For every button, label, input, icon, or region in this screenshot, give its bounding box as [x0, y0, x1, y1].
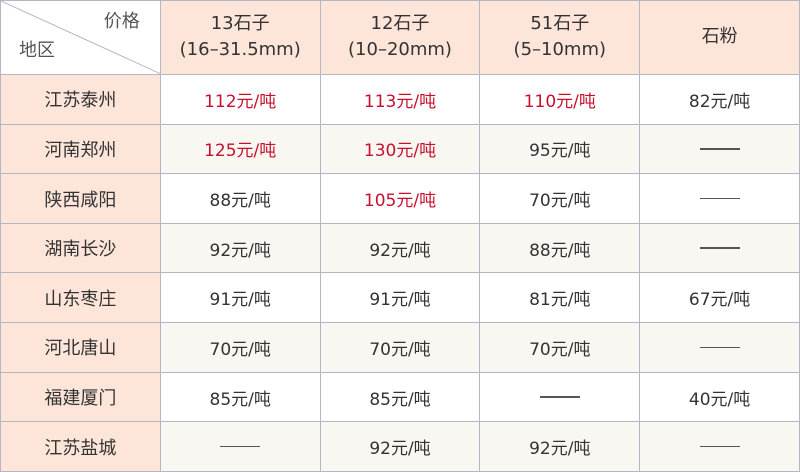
price-cell: 82元/吨 — [639, 73, 800, 125]
region-label: 地区 — [19, 39, 55, 61]
price-cell: 112元/吨 — [159, 73, 321, 125]
table-row: 山东枣庄 91元/吨 91元/吨 81元/吨 67元/吨 — [0, 272, 800, 324]
region-cell: 湖南长沙 — [0, 222, 161, 274]
price-cell: 91元/吨 — [319, 272, 481, 324]
price-cell: 91元/吨 — [159, 272, 321, 324]
column-title: 石粉 — [701, 26, 738, 48]
price-cell: —— — [639, 173, 800, 224]
price-cell: 85元/吨 — [319, 371, 481, 423]
price-cell: 105元/吨 — [319, 173, 481, 224]
price-cell: 70元/吨 — [479, 173, 641, 224]
no-data-dash: —— — [699, 445, 740, 448]
no-data-dash: —— — [699, 346, 740, 349]
price-cell: 40元/吨 — [639, 371, 800, 423]
no-data-dash: —— — [699, 247, 740, 249]
corner-header: 价格 地区 — [0, 0, 161, 75]
price-cell: 81元/吨 — [479, 272, 641, 324]
region-cell: 福建厦门 — [0, 371, 161, 423]
price-cell: —— — [639, 222, 800, 274]
column-title: 12石子 — [370, 13, 430, 35]
price-cell: 88元/吨 — [479, 222, 641, 274]
column-size: (10–20mm) — [348, 39, 452, 61]
price-cell: 92元/吨 — [319, 421, 481, 472]
price-cell: 92元/吨 — [479, 421, 641, 472]
price-cell: 70元/吨 — [319, 322, 481, 373]
price-cell: —— — [639, 322, 800, 373]
table-row: 江苏泰州 112元/吨 113元/吨 110元/吨 82元/吨 — [0, 73, 800, 125]
header-row: 价格 地区 13石子 (16–31.5mm) 12石子 (10–20mm) 51石子… — [0, 0, 800, 75]
region-cell: 山东枣庄 — [0, 272, 161, 324]
price-cell: 88元/吨 — [159, 173, 321, 224]
column-title: 13石子 — [210, 13, 270, 35]
price-cell: 113元/吨 — [319, 73, 481, 125]
column-header: 51石子 (5–10mm) — [479, 0, 641, 75]
price-cell: 130元/吨 — [319, 123, 481, 175]
column-header: 12石子 (10–20mm) — [319, 0, 481, 75]
no-data-dash: —— — [699, 148, 740, 150]
column-size: (16–31.5mm) — [179, 39, 301, 61]
no-data-dash: —— — [539, 396, 580, 398]
no-data-dash: —— — [699, 197, 740, 200]
region-cell: 河北唐山 — [0, 322, 161, 373]
price-cell: 110元/吨 — [479, 73, 641, 125]
column-header: 13石子 (16–31.5mm) — [159, 0, 321, 75]
region-cell: 陕西咸阳 — [0, 173, 161, 224]
price-cell: —— — [639, 421, 800, 472]
no-data-dash: —— — [220, 445, 261, 448]
price-cell: 67元/吨 — [639, 272, 800, 324]
price-cell: 70元/吨 — [479, 322, 641, 373]
price-cell: 95元/吨 — [479, 123, 641, 175]
price-cell: 85元/吨 — [159, 371, 321, 423]
price-label: 价格 — [103, 11, 140, 32]
column-title: 51石子 — [530, 13, 590, 35]
price-cell: 70元/吨 — [159, 322, 321, 373]
price-cell: —— — [639, 123, 800, 175]
price-cell: 92元/吨 — [319, 222, 481, 274]
region-cell: 江苏盐城 — [0, 421, 161, 472]
column-size: (5–10mm) — [513, 39, 607, 61]
price-cell: 92元/吨 — [159, 222, 321, 274]
diagonal-divider — [1, 1, 161, 74]
region-cell: 河南郑州 — [0, 123, 161, 175]
price-cell: 125元/吨 — [159, 123, 321, 175]
price-cell: —— — [159, 421, 321, 472]
price-cell: —— — [479, 371, 641, 423]
region-cell: 江苏泰州 — [0, 73, 161, 125]
column-header: 石粉 — [639, 0, 800, 75]
